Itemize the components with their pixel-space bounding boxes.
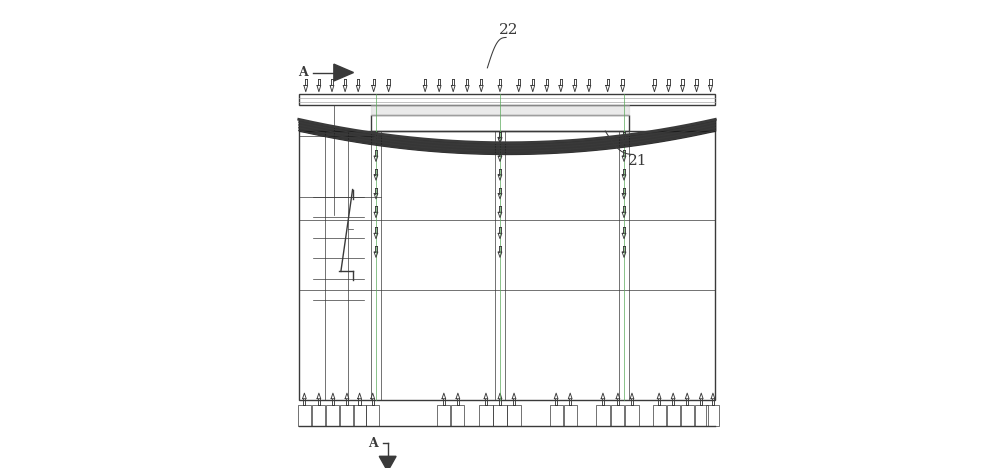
Bar [493,405,507,426]
Bar [326,405,339,426]
Bar [619,131,629,400]
Bar [611,405,624,426]
Bar [340,405,354,426]
Bar [353,405,366,426]
Bar [681,405,694,426]
Bar [479,405,493,426]
Text: 21: 21 [628,154,648,168]
Bar [312,405,325,426]
Text: A: A [369,437,378,450]
Bar [371,131,381,400]
Bar [507,405,521,426]
Bar [451,405,464,426]
Polygon shape [379,456,396,468]
Bar [706,405,719,426]
Bar [625,405,639,426]
Bar [564,405,577,426]
Bar [437,405,450,426]
Bar [366,405,379,426]
Text: A: A [298,66,308,79]
Bar [299,131,715,400]
Bar [550,405,563,426]
Bar [667,405,680,426]
Bar [371,115,629,131]
Bar [299,94,715,105]
Polygon shape [334,64,354,81]
Bar [596,405,610,426]
Bar [298,405,311,426]
Bar [495,131,505,400]
Bar [653,405,666,426]
Bar [695,405,708,426]
Text: 22: 22 [499,23,518,37]
